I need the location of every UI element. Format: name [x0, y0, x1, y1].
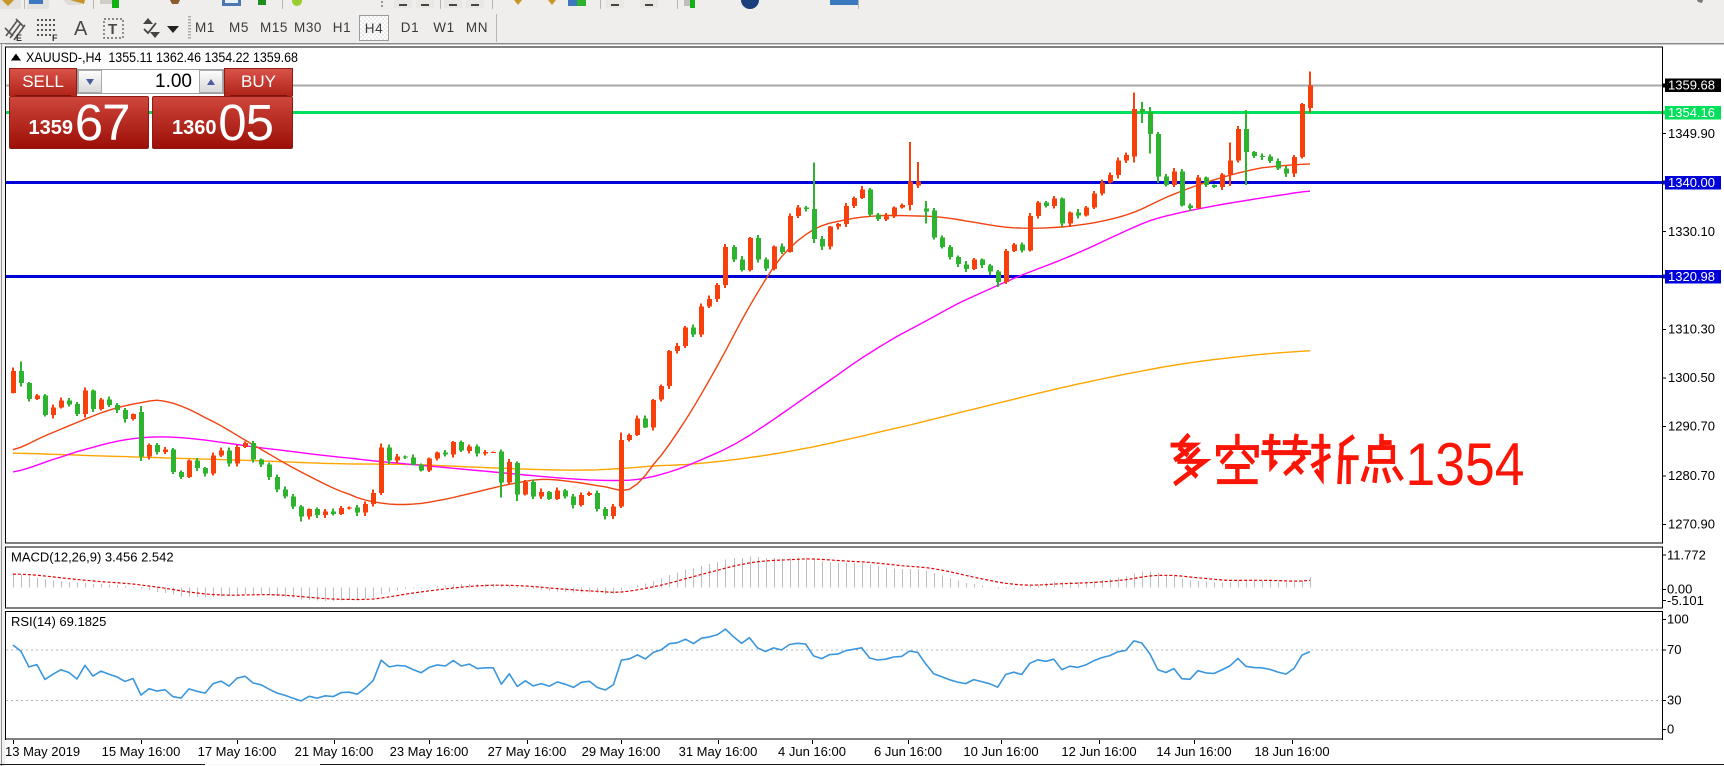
svg-text:12 Jun 16:00: 12 Jun 16:00 [1061, 744, 1136, 759]
svg-text:10 Jun 16:00: 10 Jun 16:00 [963, 744, 1038, 759]
svg-text:1320.98: 1320.98 [1668, 269, 1715, 284]
svg-text:1290.70: 1290.70 [1668, 419, 1715, 434]
svg-text:13 May 2019: 13 May 2019 [5, 744, 80, 759]
svg-text:30: 30 [1667, 693, 1681, 708]
svg-text:A: A [74, 18, 88, 40]
svg-text:11.772: 11.772 [1667, 547, 1706, 562]
svg-text:21 May 16:00: 21 May 16:00 [295, 744, 374, 759]
svg-text:1300.50: 1300.50 [1668, 370, 1715, 385]
svg-text:6 Jun 16:00: 6 Jun 16:00 [874, 744, 942, 759]
svg-text:-5.101: -5.101 [1667, 593, 1704, 608]
svg-text:23 May 16:00: 23 May 16:00 [390, 744, 469, 759]
svg-text:RSI(14) 69.1825: RSI(14) 69.1825 [11, 614, 106, 629]
svg-text:17 May 16:00: 17 May 16:00 [198, 744, 277, 759]
svg-text:31 May 16:00: 31 May 16:00 [679, 744, 758, 759]
svg-text:100: 100 [1667, 612, 1689, 627]
svg-text:MACD(12,26,9) 3.456 2.542: MACD(12,26,9) 3.456 2.542 [11, 550, 174, 565]
svg-text:0.00: 0.00 [1667, 582, 1692, 597]
svg-text:1349.90: 1349.90 [1668, 126, 1715, 141]
svg-text:18 Jun 16:00: 18 Jun 16:00 [1254, 744, 1329, 759]
svg-text:1340.00: 1340.00 [1668, 175, 1715, 190]
svg-text:27 May 16:00: 27 May 16:00 [488, 744, 567, 759]
svg-text:1354.16: 1354.16 [1668, 105, 1715, 120]
svg-text:14 Jun 16:00: 14 Jun 16:00 [1156, 744, 1231, 759]
svg-text:29 May 16:00: 29 May 16:00 [582, 744, 661, 759]
svg-text:1359.68: 1359.68 [1668, 78, 1715, 93]
svg-text:1310.30: 1310.30 [1668, 322, 1715, 337]
svg-text:1280.70: 1280.70 [1668, 468, 1715, 483]
svg-text:1270.90: 1270.90 [1668, 517, 1715, 532]
svg-text:70: 70 [1667, 642, 1681, 657]
svg-text:F: F [52, 33, 58, 43]
svg-text:1354: 1354 [1406, 431, 1525, 498]
svg-text:0: 0 [1667, 722, 1674, 737]
svg-text:1330.10: 1330.10 [1668, 224, 1715, 239]
svg-text:XAUUSD-,H4 1355.11 1362.46 13: XAUUSD-,H4 1355.11 1362.46 1354.22 1359.… [26, 49, 298, 65]
svg-text:15 May 16:00: 15 May 16:00 [102, 744, 181, 759]
svg-text:4 Jun 16:00: 4 Jun 16:00 [778, 744, 846, 759]
svg-text:T: T [108, 21, 117, 38]
svg-text:E: E [16, 33, 22, 43]
